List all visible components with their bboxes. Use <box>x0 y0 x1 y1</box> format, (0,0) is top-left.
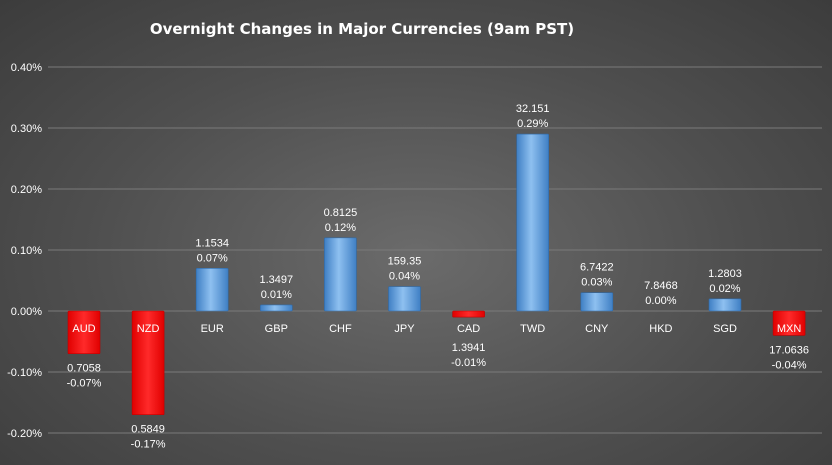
bar-sgd <box>708 298 742 312</box>
bar-mxn <box>772 310 806 336</box>
percent-label: -0.07% <box>67 378 102 390</box>
rate-label: 17.0636 <box>769 344 809 356</box>
rate-label: 159.35 <box>388 256 422 268</box>
gridlines <box>48 66 822 434</box>
percent-label: 0.04% <box>389 271 420 283</box>
y-tick-label: -0.20% <box>7 428 42 440</box>
category-label: CHF <box>329 323 352 335</box>
rate-label: 32.151 <box>516 103 550 115</box>
percent-label: 0.02% <box>709 283 740 295</box>
bar-jpy <box>388 286 421 312</box>
rate-label: 6.7422 <box>580 262 614 274</box>
rate-label: 0.5849 <box>131 424 165 436</box>
category-label: CNY <box>585 323 609 335</box>
y-tick-label: 0.00% <box>11 306 42 318</box>
bar-eur <box>195 267 229 312</box>
percent-label: 0.03% <box>581 277 612 289</box>
category-labels: AUD NZD EUR GBP CHF JPY CAD TWD CNY HKD SGD MXN <box>72 323 801 335</box>
category-label: JPY <box>394 323 415 335</box>
category-label: NZD <box>137 323 160 335</box>
rate-label: 1.2803 <box>708 268 742 280</box>
percent-label: -0.01% <box>451 357 486 369</box>
y-tick-label: 0.40% <box>11 62 42 74</box>
bar-aud <box>67 310 101 355</box>
percent-label: -0.17% <box>131 439 166 451</box>
y-tick-label: 0.20% <box>11 184 42 196</box>
category-label: CAD <box>457 323 480 335</box>
rate-label: 1.3497 <box>259 274 293 286</box>
rate-label: 7.8468 <box>644 280 678 292</box>
percent-label: -0.04% <box>772 359 807 371</box>
rate-label: 1.1534 <box>195 237 229 249</box>
chart-title: Overnight Changes in Major Currencies (9… <box>150 20 574 38</box>
bar-gbp <box>259 304 293 312</box>
bar-nzd <box>131 310 165 415</box>
bar-twd <box>516 133 550 312</box>
percent-label: 0.12% <box>325 222 356 234</box>
y-tick-label: 0.30% <box>11 123 42 135</box>
category-label: SGD <box>713 323 737 335</box>
category-label: TWD <box>520 323 545 335</box>
category-label: MXN <box>777 323 802 335</box>
bar-cad <box>452 310 485 318</box>
category-label: HKD <box>649 323 672 335</box>
percent-label: 0.01% <box>261 289 292 301</box>
category-label: AUD <box>72 323 95 335</box>
rate-label: 0.8125 <box>324 207 358 219</box>
rate-label: 1.3941 <box>452 342 486 354</box>
bars <box>67 133 806 415</box>
data-labels: 0.7058 -0.07% 0.5849 -0.17% 1.1534 0.07% 1.349… <box>67 103 809 451</box>
y-axis-ticks: 0.40% 0.30% 0.20% 0.10% 0.00% -0.10% -0.20% <box>7 62 42 440</box>
bar-chf <box>324 237 357 312</box>
bar-cny <box>580 292 614 312</box>
percent-label: 0.29% <box>517 118 548 130</box>
category-label: GBP <box>265 323 288 335</box>
y-tick-label: -0.10% <box>7 367 42 379</box>
rate-label: 0.7058 <box>67 363 101 375</box>
percent-label: 0.07% <box>197 252 228 264</box>
y-tick-label: 0.10% <box>11 245 42 257</box>
percent-label: 0.00% <box>645 295 676 307</box>
category-label: EUR <box>201 323 224 335</box>
